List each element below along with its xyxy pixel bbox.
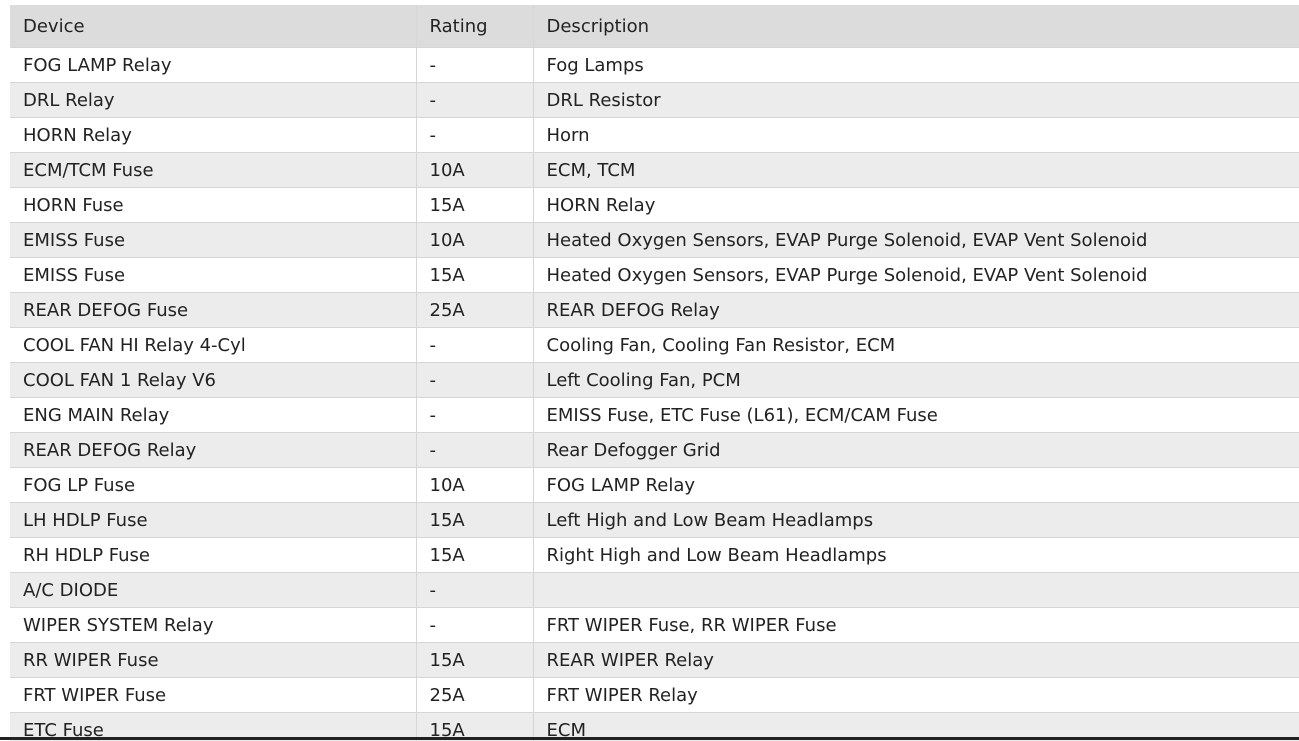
table-cell: Right High and Low Beam Headlamps <box>533 537 1299 573</box>
table-cell: A/C DIODE <box>10 572 417 608</box>
header-cell: Rating <box>416 5 534 48</box>
table-cell: 15A <box>416 187 534 223</box>
table-cell: FOG LP Fuse <box>10 467 417 503</box>
table-cell: 10A <box>416 467 534 503</box>
table-cell: Fog Lamps <box>533 47 1299 83</box>
table-cell: Rear Defogger Grid <box>533 432 1299 468</box>
table-cell: - <box>416 362 534 398</box>
table-row: WIPER SYSTEM Relay - FRT WIPER Fuse, RR WI… <box>10 607 1299 643</box>
table-cell: ECM/TCM Fuse <box>10 152 417 188</box>
table-cell: - <box>416 327 534 363</box>
table-cell: Heated Oxygen Sensors, EVAP Purge Soleno… <box>533 257 1299 293</box>
table-row: REAR DEFOG Relay - Rear Defogger Grid <box>10 432 1299 468</box>
table-row: EMISS Fuse 10A Heated Oxygen Sensors, EVAP… <box>10 222 1299 258</box>
table-cell: RR WIPER Fuse <box>10 642 417 678</box>
table-cell: FRT WIPER Fuse <box>10 677 417 713</box>
table-row: RR WIPER Fuse 15A REAR WIPER Relay <box>10 642 1299 678</box>
table-row: EMISS Fuse 15A Heated Oxygen Sensors, EVAP… <box>10 257 1299 293</box>
table-cell: ENG MAIN Relay <box>10 397 417 433</box>
table-cell: EMISS Fuse <box>10 222 417 258</box>
table-cell: Heated Oxygen Sensors, EVAP Purge Soleno… <box>533 222 1299 258</box>
table-cell: EMISS Fuse <box>10 257 417 293</box>
table-cell: - <box>416 432 534 468</box>
table-row: COOL FAN HI Relay 4-Cyl - Cooling Fan, Coo… <box>10 327 1299 363</box>
table-cell: - <box>416 82 534 118</box>
table-cell: ECM <box>533 712 1299 741</box>
table-cell: COOL FAN 1 Relay V6 <box>10 362 417 398</box>
table-cell: - <box>416 117 534 153</box>
header-row: Device Rating Description <box>10 5 1299 48</box>
table-row: DRL Relay - DRL Resistor <box>10 82 1299 118</box>
table-cell: Left High and Low Beam Headlamps <box>533 502 1299 538</box>
table-cell: ETC Fuse <box>10 712 417 741</box>
header-cell: Device <box>10 5 417 48</box>
table-cell: ECM, TCM <box>533 152 1299 188</box>
table-row: FOG LAMP Relay - Fog Lamps <box>10 47 1299 83</box>
header-cell: Description <box>533 5 1299 48</box>
table-cell: RH HDLP Fuse <box>10 537 417 573</box>
table-cell: - <box>416 607 534 643</box>
table-cell: WIPER SYSTEM Relay <box>10 607 417 643</box>
table-cell: COOL FAN HI Relay 4-Cyl <box>10 327 417 363</box>
bottom-border <box>0 737 1299 740</box>
fuse-table: Device Rating Description FOG LAMP Relay… <box>10 5 1299 741</box>
table-cell: 15A <box>416 502 534 538</box>
table-row: ECM/TCM Fuse 10A ECM, TCM <box>10 152 1299 188</box>
table-cell: HORN Relay <box>533 187 1299 223</box>
table-cell: 25A <box>416 292 534 328</box>
table-row: FOG LP Fuse 10A FOG LAMP Relay <box>10 467 1299 503</box>
table-container: Device Rating Description FOG LAMP Relay… <box>10 5 1299 741</box>
table-cell: REAR DEFOG Relay <box>533 292 1299 328</box>
table-cell: FRT WIPER Relay <box>533 677 1299 713</box>
table-cell: 15A <box>416 257 534 293</box>
table-cell: DRL Relay <box>10 82 417 118</box>
table-cell: EMISS Fuse, ETC Fuse (L61), ECM/CAM Fuse <box>533 397 1299 433</box>
table-cell: HORN Relay <box>10 117 417 153</box>
table-row: REAR DEFOG Fuse 25A REAR DEFOG Relay <box>10 292 1299 328</box>
table-row: ENG MAIN Relay - EMISS Fuse, ETC Fuse (L61… <box>10 397 1299 433</box>
table-cell: - <box>416 572 534 608</box>
table-row: HORN Relay - Horn <box>10 117 1299 153</box>
table-cell: 10A <box>416 222 534 258</box>
table-cell: 25A <box>416 677 534 713</box>
table-cell: REAR WIPER Relay <box>533 642 1299 678</box>
table-row: FRT WIPER Fuse 25A FRT WIPER Relay <box>10 677 1299 713</box>
table-row: HORN Fuse 15A HORN Relay <box>10 187 1299 223</box>
table-cell: - <box>416 397 534 433</box>
table-cell: HORN Fuse <box>10 187 417 223</box>
table-row: LH HDLP Fuse 15A Left High and Low Beam He… <box>10 502 1299 538</box>
table-cell: 15A <box>416 537 534 573</box>
table-cell <box>533 572 1299 608</box>
table-row: A/C DIODE - <box>10 572 1299 608</box>
table-cell: REAR DEFOG Fuse <box>10 292 417 328</box>
table-cell: FRT WIPER Fuse, RR WIPER Fuse <box>533 607 1299 643</box>
table-row: COOL FAN 1 Relay V6- Left Cooling Fan, PC… <box>10 362 1299 398</box>
table-body: FOG LAMP Relay - Fog Lamps DRL Relay - DRL Re… <box>10 47 1299 741</box>
table-cell: REAR DEFOG Relay <box>10 432 417 468</box>
table-cell: 10A <box>416 152 534 188</box>
table-cell: DRL Resistor <box>533 82 1299 118</box>
table-cell: LH HDLP Fuse <box>10 502 417 538</box>
table-cell: Cooling Fan, Cooling Fan Resistor, ECM <box>533 327 1299 363</box>
table-cell: 15A <box>416 642 534 678</box>
table-cell: 15A <box>416 712 534 741</box>
table-cell: - <box>416 47 534 83</box>
table-row: RH HDLP Fuse 15A Right High and Low Beam H… <box>10 537 1299 573</box>
table-row: ETC Fuse 15A ECM <box>10 712 1299 741</box>
table-cell: Left Cooling Fan, PCM <box>533 362 1299 398</box>
table-cell: FOG LAMP Relay <box>10 47 417 83</box>
table-cell: Horn <box>533 117 1299 153</box>
table-cell: FOG LAMP Relay <box>533 467 1299 503</box>
